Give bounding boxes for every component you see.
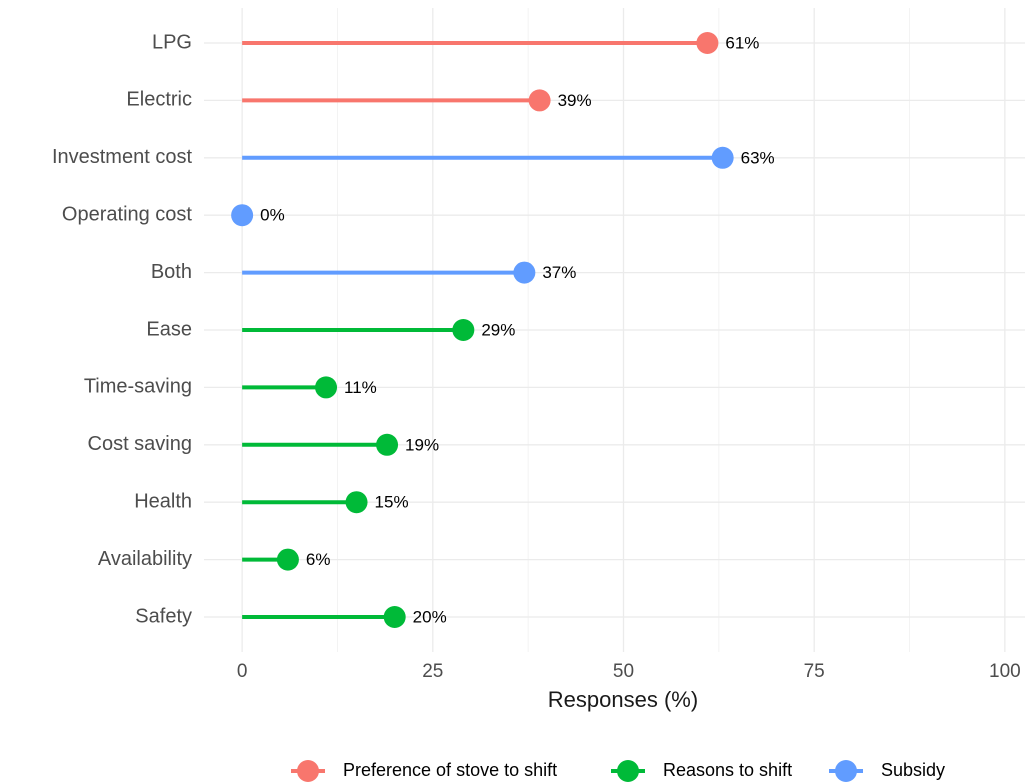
y-tick-label: Investment cost [52, 146, 193, 168]
y-tick-label: Electric [126, 89, 192, 111]
x-tick-label: 25 [422, 661, 443, 682]
y-tick-label: Both [151, 261, 192, 283]
lollipop-dot [711, 146, 734, 169]
y-tick-label: Operating cost [62, 203, 193, 225]
lollipop-dot [315, 376, 338, 399]
y-tick-label: Time-saving [84, 376, 192, 398]
x-tick-label: 0 [237, 661, 248, 682]
legend-key-dot [617, 760, 639, 782]
x-tick-label: 75 [804, 661, 825, 682]
data-label: 0% [260, 206, 285, 225]
data-label: 11% [344, 378, 377, 397]
data-label: 29% [481, 320, 515, 339]
y-tick-label: Ease [146, 318, 192, 340]
lollipop-dot [696, 32, 719, 54]
legend-label: Subsidy [881, 760, 945, 780]
y-tick-label: Cost saving [88, 433, 193, 455]
lollipop-dot [276, 548, 299, 571]
y-tick-label: Safety [135, 605, 192, 627]
data-label: 61% [725, 33, 759, 52]
data-label: 63% [741, 148, 775, 167]
lollipop-dot [231, 204, 254, 227]
data-label: 20% [413, 607, 447, 626]
data-label: 15% [375, 493, 409, 512]
data-label: 37% [542, 263, 576, 282]
y-tick-label: Availability [98, 548, 192, 570]
x-axis-title: Responses (%) [548, 687, 698, 712]
x-tick-label: 100 [989, 661, 1021, 682]
lollipop-dot [376, 433, 399, 456]
lollipop-dot [513, 261, 536, 284]
data-label: 19% [405, 435, 439, 454]
legend-label: Reasons to shift [663, 760, 792, 780]
lollipop-dot [528, 89, 551, 112]
legend-key-dot [835, 760, 857, 782]
lollipop-dot [345, 491, 368, 514]
legend-key-dot [297, 760, 319, 782]
lollipop-dot [452, 319, 475, 341]
data-label: 39% [558, 91, 592, 110]
y-tick-label: Health [134, 490, 192, 512]
legend-label: Preference of stove to shift [343, 760, 557, 780]
x-tick-label: 50 [613, 661, 634, 682]
lollipop-dot [383, 606, 406, 628]
data-label: 6% [306, 550, 331, 569]
y-tick-label: LPG [152, 31, 192, 53]
